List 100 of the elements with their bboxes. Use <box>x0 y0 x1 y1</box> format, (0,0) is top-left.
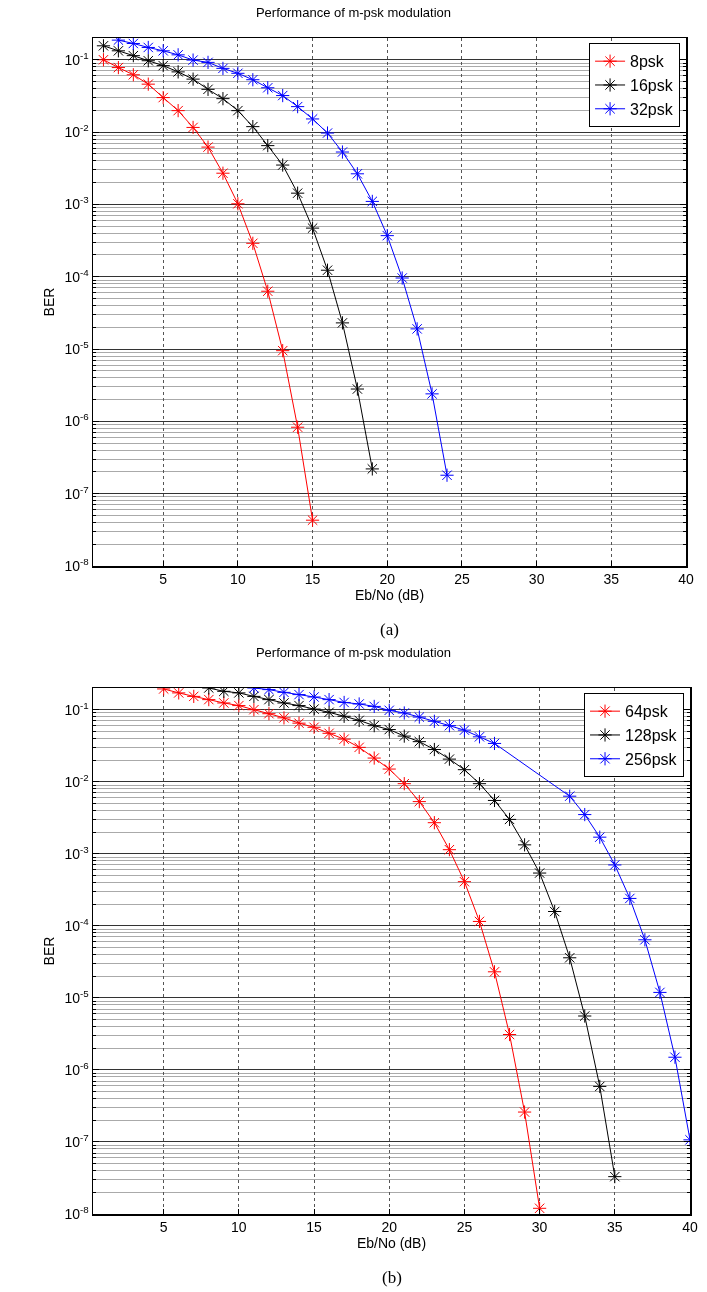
x-axis-title: Eb/No (dB) <box>356 1235 427 1252</box>
point <box>215 166 231 181</box>
point <box>200 55 216 70</box>
point <box>380 228 395 243</box>
text: (b) <box>382 1268 402 1287</box>
point <box>306 701 322 717</box>
point <box>291 698 307 713</box>
point <box>562 950 577 965</box>
y-tick-label: 10$^{-2}$ <box>64 771 89 790</box>
point <box>442 752 457 767</box>
point <box>111 43 126 58</box>
point <box>637 932 652 947</box>
point <box>439 468 455 483</box>
y-tick-label: 10$^{-6}$ <box>64 1059 90 1078</box>
x-tick-label: 5 <box>159 571 168 588</box>
point <box>472 776 487 791</box>
point <box>352 713 367 728</box>
x-tick-label: 10 <box>231 1219 247 1236</box>
legend-label: 128psk <box>625 727 678 745</box>
point <box>382 703 397 718</box>
point <box>305 111 320 127</box>
point <box>424 386 440 401</box>
point <box>260 284 275 299</box>
point <box>200 82 216 97</box>
point <box>260 80 275 95</box>
point <box>276 688 292 700</box>
legend-label: 8psk <box>630 53 665 71</box>
y-tick-label: 10$^{-5}$ <box>64 339 90 357</box>
x-tick-label: 20 <box>381 1219 398 1236</box>
point <box>261 706 277 721</box>
point <box>457 874 472 889</box>
x-tick-label: 35 <box>603 571 620 588</box>
point <box>395 270 410 286</box>
y-tick-label: 10$^{-3}$ <box>64 843 90 862</box>
x-tick-label: 10 <box>230 571 246 588</box>
point <box>352 696 367 712</box>
x-tick-label: 15 <box>304 571 321 588</box>
point <box>261 692 277 707</box>
point <box>517 837 532 852</box>
point <box>245 236 260 251</box>
point <box>622 891 637 906</box>
text: (a) <box>380 620 399 639</box>
point <box>290 186 305 201</box>
point <box>350 166 365 181</box>
point <box>382 761 397 777</box>
point <box>185 120 201 135</box>
y-tick-label: 10$^{-2}$ <box>64 122 89 140</box>
point <box>276 695 292 711</box>
point <box>216 695 231 711</box>
point <box>412 794 427 809</box>
point <box>397 728 412 744</box>
point <box>305 513 320 528</box>
y-tick-label: 10$^{-7}$ <box>64 1131 89 1150</box>
point <box>231 688 246 700</box>
point <box>320 263 335 278</box>
y-tick-label: 10$^{-5}$ <box>64 987 90 1006</box>
point <box>185 52 201 68</box>
point <box>442 842 457 857</box>
chart-title: Performance of m-psk modulation <box>255 645 452 661</box>
point <box>337 695 352 710</box>
point <box>291 688 307 702</box>
point <box>246 702 261 717</box>
point <box>96 38 111 53</box>
x-tick-label: 5 <box>159 1219 168 1236</box>
point <box>532 865 547 881</box>
point <box>230 103 245 118</box>
x-axis-title: Eb/No (dB) <box>354 587 425 604</box>
point <box>306 689 322 705</box>
point <box>306 720 322 735</box>
point <box>382 722 397 737</box>
point <box>275 88 290 103</box>
y-tick-label: 10$^{-6}$ <box>64 411 90 430</box>
point <box>156 58 171 73</box>
point <box>487 793 502 808</box>
y-tick-label: 10$^{-1}$ <box>64 699 89 718</box>
point <box>231 698 246 713</box>
point <box>126 38 141 51</box>
point <box>156 43 171 58</box>
point <box>577 807 592 822</box>
y-tick-label: 10$^{-8}$ <box>64 1204 90 1222</box>
point <box>141 77 156 92</box>
point <box>245 72 260 87</box>
point <box>171 64 186 79</box>
point <box>427 742 442 757</box>
point <box>367 750 382 766</box>
point <box>517 1104 532 1120</box>
point <box>141 40 156 55</box>
point <box>472 729 487 744</box>
point <box>290 420 305 435</box>
point <box>577 1008 592 1024</box>
point <box>410 321 425 336</box>
point <box>487 736 502 751</box>
x-tick-label: 40 <box>682 1219 698 1236</box>
point <box>290 99 305 114</box>
point <box>321 705 337 720</box>
point <box>397 776 412 791</box>
y-tick-label: 10$^{-8}$ <box>64 556 90 574</box>
point <box>171 47 186 62</box>
point <box>321 726 337 741</box>
point <box>246 689 261 704</box>
